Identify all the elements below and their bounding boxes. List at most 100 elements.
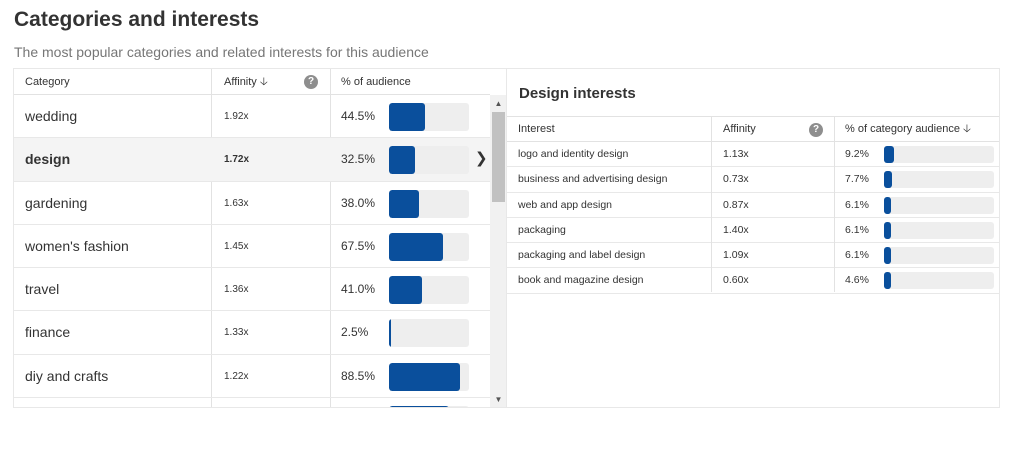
table-row[interactable]: web and app design 0.87x 6.1% xyxy=(507,193,999,218)
category-audience-bar-fill xyxy=(884,146,895,163)
arrow-down-icon: 🡣 xyxy=(259,76,268,88)
category-audience-bar-track xyxy=(884,171,994,189)
category-audience-bar-track xyxy=(884,272,994,290)
question-icon: ? xyxy=(304,75,318,89)
interests-table: Interest Affinity ? % of category audien… xyxy=(507,116,999,294)
affinity-value: 1.45x xyxy=(224,240,249,252)
column-divider xyxy=(330,69,331,407)
column-header-affinity[interactable]: Affinity xyxy=(723,123,756,135)
column-header-affinity-label: Affinity xyxy=(224,76,257,88)
interest-name: packaging and label design xyxy=(518,249,646,262)
interest-name: logo and identity design xyxy=(518,148,629,160)
audience-bar-fill xyxy=(389,146,415,175)
category-audience-bar-track xyxy=(884,196,994,214)
affinity-value: 1.40x xyxy=(723,223,749,236)
category-name: design xyxy=(25,151,71,168)
affinity-value: 1.63x xyxy=(224,197,249,209)
audience-bar-track xyxy=(389,362,469,391)
audience-percent: 88.5% xyxy=(341,368,376,383)
question-icon: ? xyxy=(809,123,823,137)
audience-bar-fill xyxy=(389,406,449,407)
category-audience-bar-track xyxy=(884,247,994,265)
audience-bar-track xyxy=(389,103,469,131)
audience-bar-fill xyxy=(389,232,443,261)
table-row[interactable]: book and magazine design 0.60x 4.6% xyxy=(507,268,999,294)
column-header-affinity[interactable]: Affinity 🡣 xyxy=(224,69,268,95)
category-audience-bar-track xyxy=(884,146,994,163)
column-header-audience[interactable]: % of audience xyxy=(341,76,411,88)
audience-bar-fill xyxy=(389,362,460,391)
interest-name: web and app design xyxy=(518,198,612,211)
column-header-interest[interactable]: Interest xyxy=(518,123,555,135)
category-name: gardening xyxy=(25,194,88,211)
table-row[interactable]: gardening 1.63x 38.0% xyxy=(14,182,490,225)
interests-rows: logo and identity design 1.13x 9.2% busines… xyxy=(507,142,999,294)
audience-bar-fill xyxy=(389,319,391,348)
affinity-value: 1.09x xyxy=(723,249,749,262)
audience-percent: 41.0% xyxy=(341,282,376,297)
affinity-value: 0.73x xyxy=(723,173,749,186)
table-row[interactable]: women's fashion 1.45x 67.5% xyxy=(14,225,490,269)
table-row[interactable]: business and advertising design 0.73x 7.7% xyxy=(507,167,999,193)
audience-bar-track xyxy=(389,189,469,218)
category-audience-bar-track xyxy=(884,221,994,239)
affinity-value: 1.33x xyxy=(224,327,249,339)
category-audience-percent: 7.7% xyxy=(845,173,869,186)
affinity-value: 1.22x xyxy=(224,370,249,382)
column-divider xyxy=(834,116,835,292)
category-audience-percent: 6.1% xyxy=(845,198,869,211)
audience-bar-track xyxy=(389,319,469,348)
category-audience-percent: 6.1% xyxy=(845,223,869,236)
audience-bar-fill xyxy=(389,189,420,218)
category-audience-bar-fill xyxy=(884,196,891,214)
chevron-right-icon: ❯ xyxy=(475,150,488,168)
category-audience-bar-fill xyxy=(884,221,891,239)
category-audience-percent: 6.1% xyxy=(845,249,869,262)
interest-name: book and magazine design xyxy=(518,274,644,287)
scrollbar-thumb[interactable] xyxy=(492,112,505,202)
table-row[interactable]: packaging and label design 1.09x 6.1% xyxy=(507,243,999,269)
table-row[interactable]: wedding 1.92x 44.5% xyxy=(14,95,490,139)
affinity-value: 1.92x xyxy=(224,111,249,122)
table-row[interactable] xyxy=(14,398,490,407)
arrow-down-icon: 🡣 xyxy=(963,123,971,135)
affinity-help-button[interactable]: ? xyxy=(304,74,318,100)
audience-percent: 2.5% xyxy=(341,325,369,340)
table-row[interactable]: finance 1.33x 2.5% xyxy=(14,311,490,355)
scroll-down-icon[interactable]: ▼ xyxy=(494,395,503,404)
scroll-up-icon[interactable]: ▲ xyxy=(494,99,503,108)
category-name: wedding xyxy=(25,108,78,124)
column-header-category-audience[interactable]: % of category audience 🡣 xyxy=(845,117,971,142)
interest-name: business and advertising design xyxy=(518,173,668,186)
affinity-help-button[interactable]: ? xyxy=(809,122,823,137)
audience-percent: 67.5% xyxy=(341,238,376,253)
affinity-value: 1.13x xyxy=(723,148,749,160)
audience-percent: 32.5% xyxy=(341,152,376,167)
category-audience-bar-fill xyxy=(884,171,893,189)
affinity-value: 0.87x xyxy=(723,198,749,211)
audience-bar-track xyxy=(389,276,469,305)
categories-table: Category Affinity 🡣 ? % of audience wedd… xyxy=(13,68,507,408)
category-audience-bar-fill xyxy=(884,272,891,290)
scrollbar[interactable]: ▲ ▼ xyxy=(490,95,506,407)
table-row[interactable]: packaging 1.40x 6.1% xyxy=(507,218,999,244)
audience-percent: 38.0% xyxy=(341,195,376,210)
category-audience-bar-fill xyxy=(884,247,891,265)
category-name: finance xyxy=(25,324,71,341)
category-name: women's fashion xyxy=(25,237,129,254)
table-row[interactable]: travel 1.36x 41.0% xyxy=(14,268,490,312)
audience-percent: 44.5% xyxy=(341,109,376,123)
audience-bar-track xyxy=(389,232,469,261)
column-header-category[interactable]: Category xyxy=(25,76,70,88)
category-audience-percent: 4.6% xyxy=(845,274,869,287)
table-row[interactable]: logo and identity design 1.13x 9.2% xyxy=(507,142,999,168)
table-row[interactable]: design 1.72x 32.5% ❯ xyxy=(14,138,490,182)
page-title: Categories and interests xyxy=(14,8,260,31)
affinity-value: 1.72x xyxy=(224,154,250,166)
interests-panel-title: Design interests xyxy=(519,85,636,102)
affinity-value: 1.36x xyxy=(224,284,249,296)
interests-panel: Design interests Interest Affinity ? % o… xyxy=(507,68,1000,408)
column-header-category-audience-label: % of category audience xyxy=(845,123,960,135)
category-audience-percent: 9.2% xyxy=(845,148,869,160)
table-row[interactable]: diy and crafts 1.22x 88.5% xyxy=(14,355,490,399)
